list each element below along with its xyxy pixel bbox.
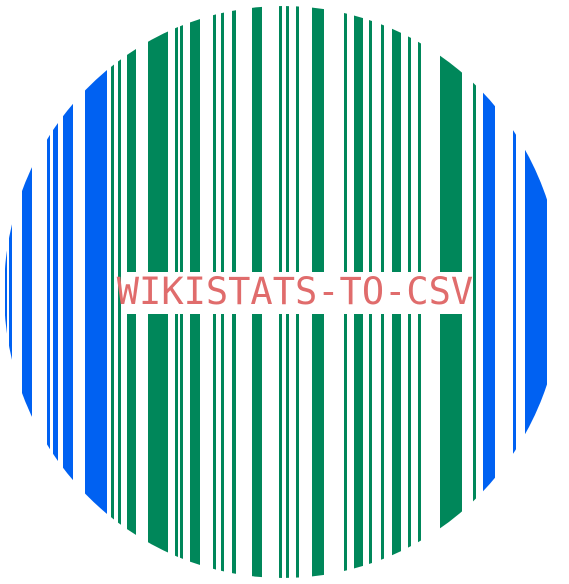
barcode-stripe [22,6,32,578]
barcode-stripe [63,6,73,578]
barcode-stripe [473,6,476,578]
barcode-stripe [111,6,114,578]
barcode-stripe [85,6,107,578]
barcode-stripe [513,6,516,578]
logo-title: WIKISTATS-TO-CSV [117,270,473,313]
barcode-stripe [525,6,547,578]
barcode-stripe [5,6,7,578]
barcode-stripe [47,6,50,578]
title-label-background [124,272,466,314]
barcode-stripe [53,6,58,578]
barcode-stripe [483,6,495,578]
barcode-stripe [9,6,12,578]
barcode-stripe [118,6,121,578]
